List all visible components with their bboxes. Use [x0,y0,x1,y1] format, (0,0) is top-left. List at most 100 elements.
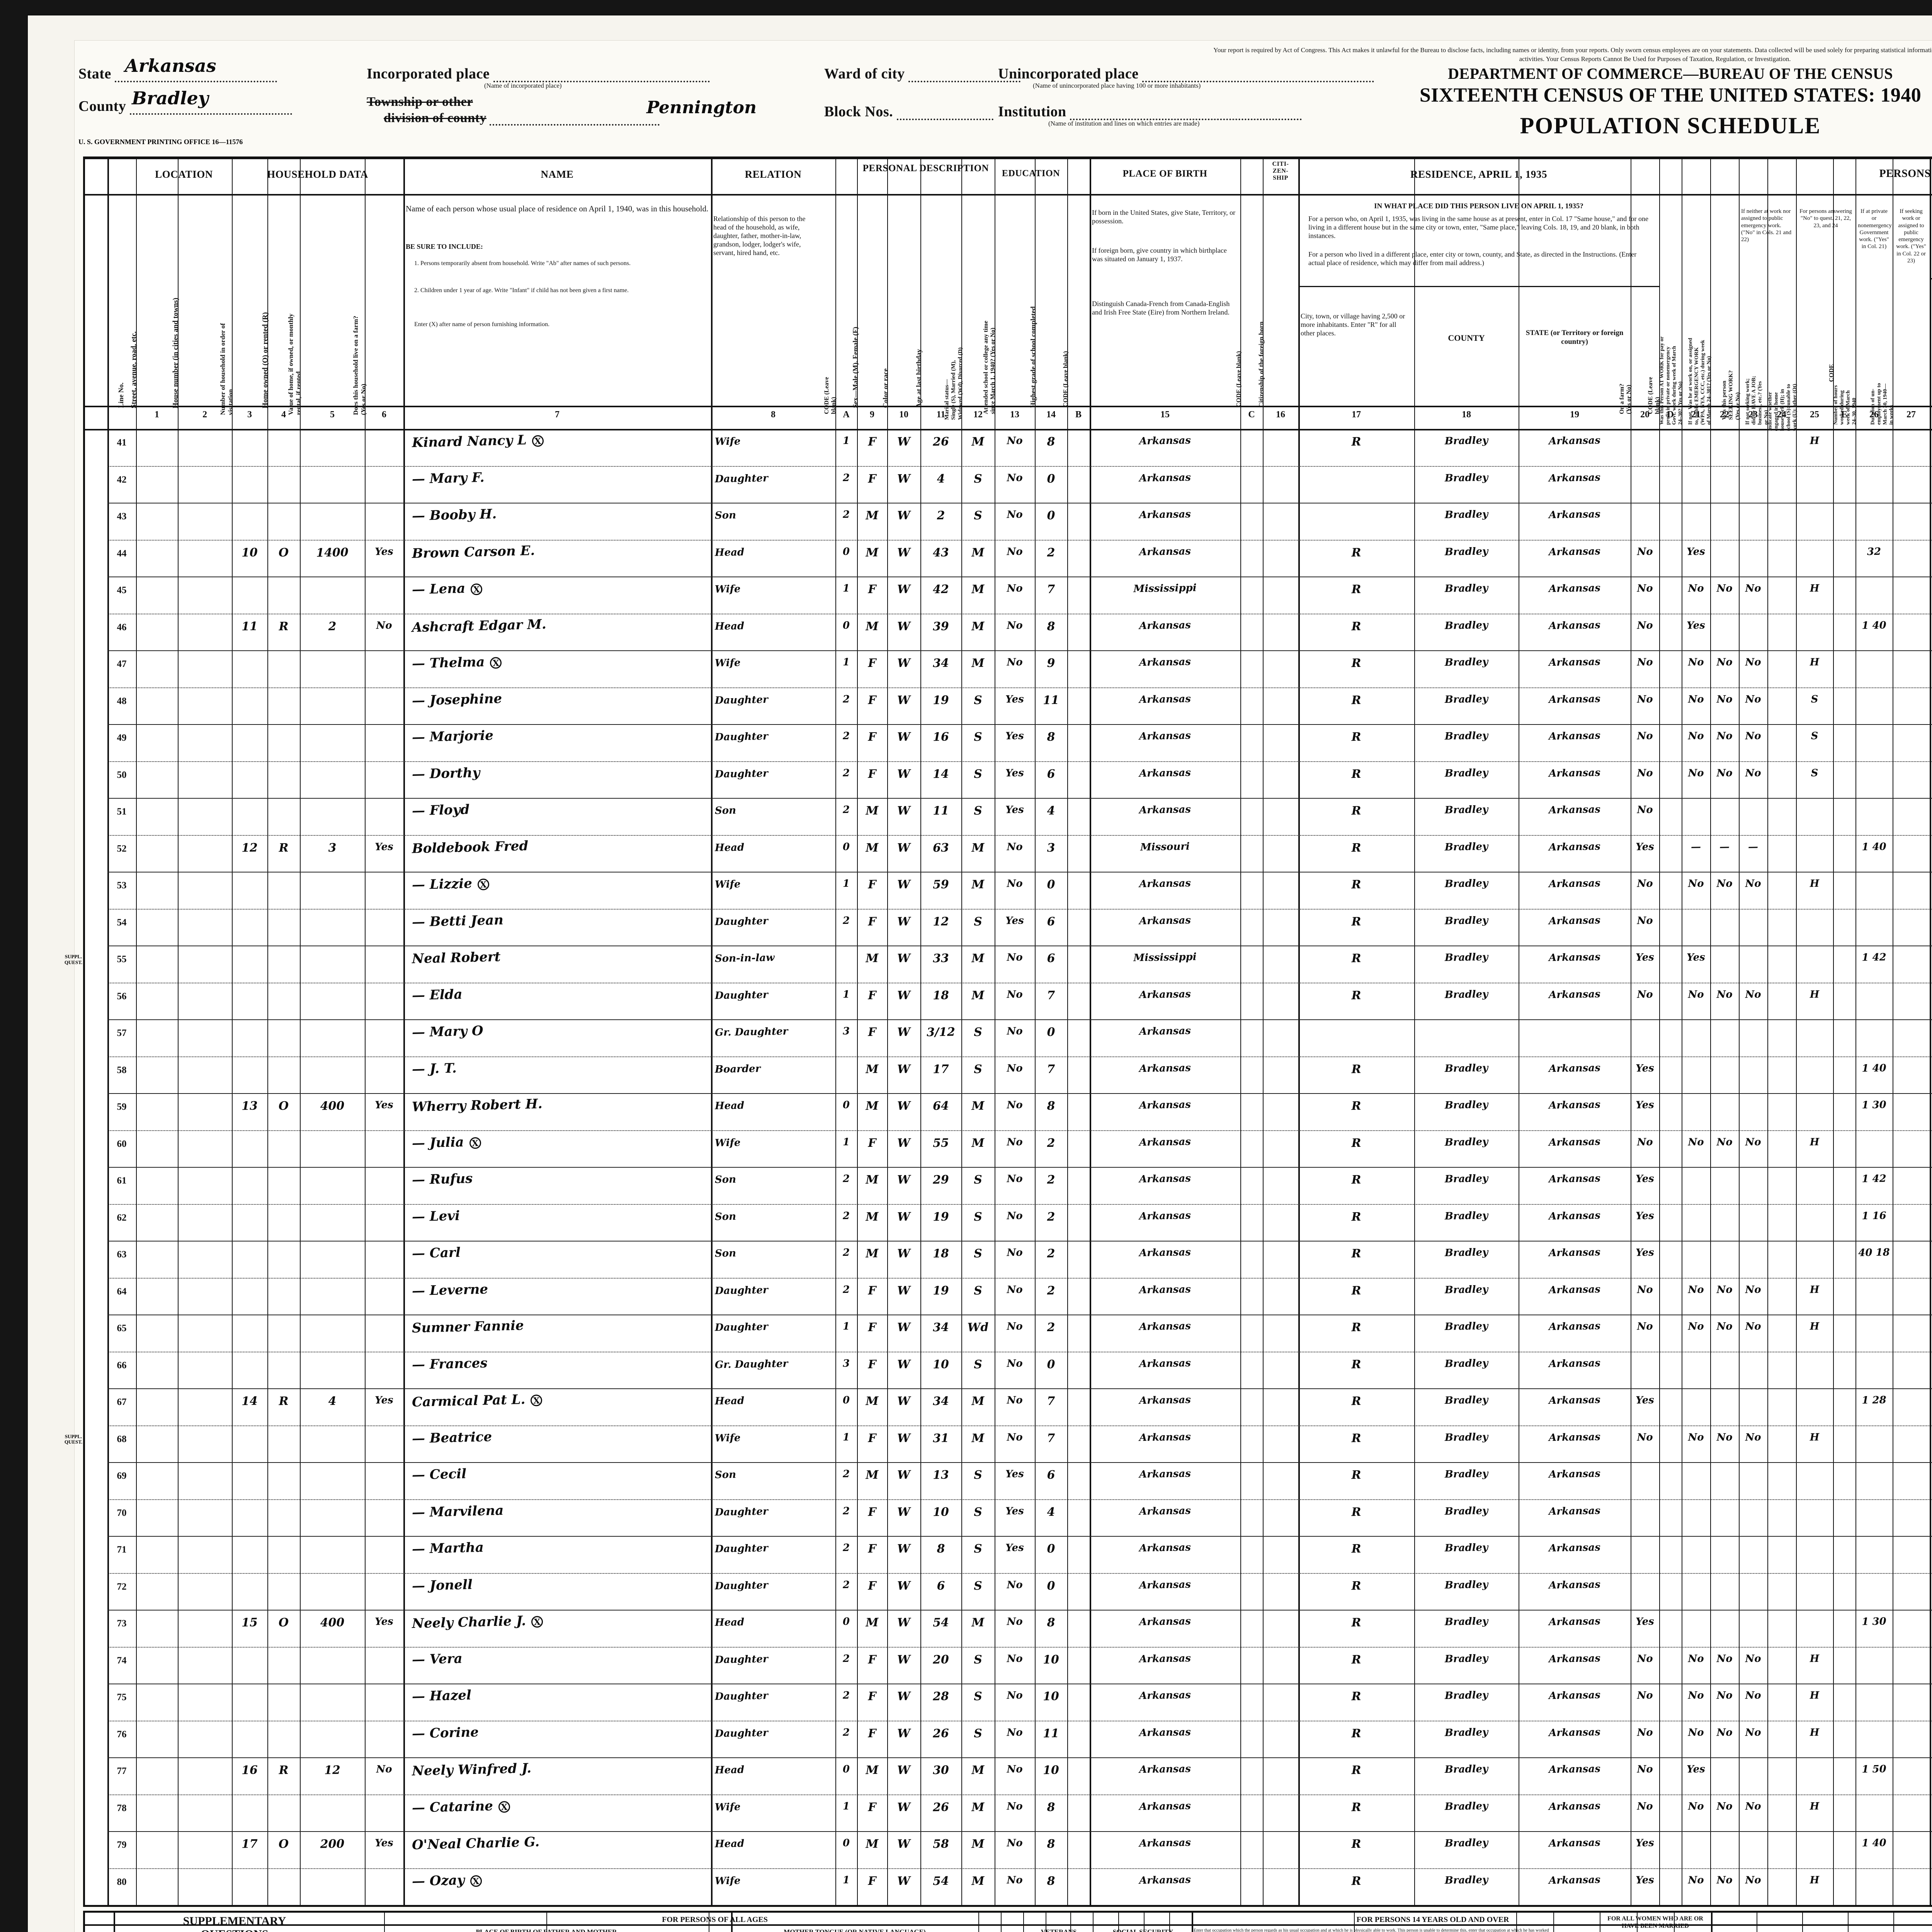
relation-to-head[interactable]: Daughter [714,1542,768,1555]
attended-school[interactable]: No [1007,1763,1023,1776]
sex[interactable]: F [868,582,876,597]
attended-school[interactable]: No [1007,1210,1023,1222]
relation-to-head[interactable]: Son-in-law [714,952,775,965]
person-name[interactable]: — Josephine [412,690,502,709]
age[interactable]: 59 [932,878,949,892]
highest-grade[interactable]: 2 [1047,546,1055,560]
seeking-work[interactable]: No [1745,1136,1761,1148]
emergency-work[interactable]: No [1716,693,1733,705]
hours-worked[interactable]: 1 16 [1862,1209,1886,1222]
hours-worked[interactable]: 1 40 [1862,1837,1886,1849]
marital-status[interactable]: M [971,1837,985,1851]
residence-1935-county[interactable]: Bradley [1444,545,1488,558]
home-value[interactable]: 200 [320,1837,345,1851]
relation-code[interactable]: 0 [842,1763,850,1776]
residence-on-farm[interactable]: Yes [1635,841,1654,853]
residence-1935-city[interactable]: R [1351,1284,1361,1298]
color-race[interactable]: W [897,1800,911,1814]
attended-school[interactable]: No [1007,1800,1023,1812]
color-race[interactable]: W [897,1726,911,1740]
residence-on-farm[interactable]: No [1637,1431,1653,1443]
relation-to-head[interactable]: Daughter [714,694,768,706]
residence-1935-city[interactable]: R [1351,1542,1361,1556]
owned-rented[interactable]: O [278,1099,289,1113]
highest-grade[interactable]: 8 [1047,1837,1055,1851]
relation-to-head[interactable]: Daughter [714,1727,768,1740]
residence-on-farm[interactable]: Yes [1635,1874,1654,1886]
residence-1935-city[interactable]: R [1351,730,1361,744]
sex[interactable]: M [866,1247,879,1261]
age[interactable]: 34 [932,1394,949,1408]
residence-1935-county[interactable]: Bradley [1444,1874,1488,1886]
residence-1935-county[interactable]: Bradley [1444,1542,1488,1554]
owned-rented[interactable]: O [278,546,289,560]
marital-status[interactable]: M [971,1763,985,1777]
at-work[interactable]: No [1688,1800,1704,1812]
sex[interactable]: M [866,1837,879,1851]
highest-grade[interactable]: 0 [1047,1579,1055,1593]
sex[interactable]: M [866,1468,879,1482]
marital-status[interactable]: S [973,1689,983,1704]
residence-1935-county[interactable]: Bradley [1444,1283,1488,1296]
sex[interactable]: M [866,841,879,855]
residence-on-farm[interactable]: No [1637,804,1653,816]
place-of-birth[interactable]: Arkansas [1139,803,1191,816]
residence-1935-state[interactable]: Arkansas [1548,1468,1601,1481]
home-value[interactable]: 400 [320,1616,345,1630]
residence-on-farm[interactable]: No [1637,1320,1653,1333]
person-name[interactable]: — Frances [412,1355,488,1372]
marital-status[interactable]: S [973,472,983,486]
residence-1935-county[interactable]: Bradley [1444,914,1488,927]
sex[interactable]: M [866,1210,879,1224]
marital-status[interactable]: M [971,1394,985,1408]
residence-1935-state[interactable]: Arkansas [1548,988,1601,1001]
relation-to-head[interactable]: Head [714,546,745,559]
marital-status[interactable]: S [973,1726,983,1740]
relation-to-head[interactable]: Head [714,841,745,854]
place-of-birth[interactable]: Arkansas [1139,1246,1191,1259]
hours-worked[interactable]: 1 30 [1862,1616,1886,1628]
marital-status[interactable]: S [973,1210,983,1224]
highest-grade[interactable]: 7 [1047,1394,1055,1408]
home-school-status[interactable]: H [1810,1284,1820,1296]
hours-worked[interactable]: 1 42 [1862,951,1886,964]
marital-status[interactable]: S [973,1062,983,1076]
home-school-status[interactable]: H [1810,878,1820,890]
residence-1935-state[interactable]: Arkansas [1548,1172,1601,1185]
relation-to-head[interactable]: Daughter [714,767,768,780]
residence-1935-state[interactable]: Arkansas [1548,1874,1601,1886]
highest-grade[interactable]: 8 [1047,730,1055,744]
residence-on-farm[interactable]: No [1637,1653,1653,1665]
color-race[interactable]: W [897,1247,911,1261]
marital-status[interactable]: M [971,1136,985,1150]
relation-to-head[interactable]: Daughter [714,1321,768,1334]
age[interactable]: 58 [932,1837,949,1851]
color-race[interactable]: W [897,656,911,670]
relation-code[interactable]: 1 [842,878,850,890]
residence-1935-state[interactable]: Arkansas [1548,767,1601,779]
relation-code[interactable]: 2 [842,472,850,484]
place-of-birth[interactable]: Arkansas [1139,1172,1191,1185]
residence-1935-city[interactable]: R [1351,1394,1361,1408]
residence-on-farm[interactable]: No [1637,656,1653,668]
home-value[interactable]: 12 [324,1763,341,1777]
residence-1935-city[interactable]: R [1351,435,1361,449]
home-school-status[interactable]: S [1811,730,1818,742]
owned-rented[interactable]: R [279,619,289,633]
place-of-birth[interactable]: Arkansas [1139,988,1191,1001]
highest-grade[interactable]: 8 [1047,1800,1055,1814]
residence-1935-state[interactable]: Arkansas [1548,1099,1601,1112]
marital-status[interactable]: Wd [967,1320,989,1335]
attended-school[interactable]: No [1007,509,1023,521]
sex[interactable]: F [868,730,876,744]
relation-to-head[interactable]: Daughter [714,730,768,743]
at-work[interactable]: No [1688,1874,1704,1886]
relation-to-head[interactable]: Wife [714,1801,741,1813]
seeking-work[interactable]: No [1745,988,1761,1000]
age[interactable]: 19 [932,1284,949,1298]
seeking-work[interactable]: No [1745,767,1761,779]
person-name[interactable]: — Dorthy [412,765,480,782]
relation-to-head[interactable]: Daughter [714,915,768,928]
relation-code[interactable]: 2 [842,1284,850,1296]
residence-1935-state[interactable]: Arkansas [1548,582,1601,595]
